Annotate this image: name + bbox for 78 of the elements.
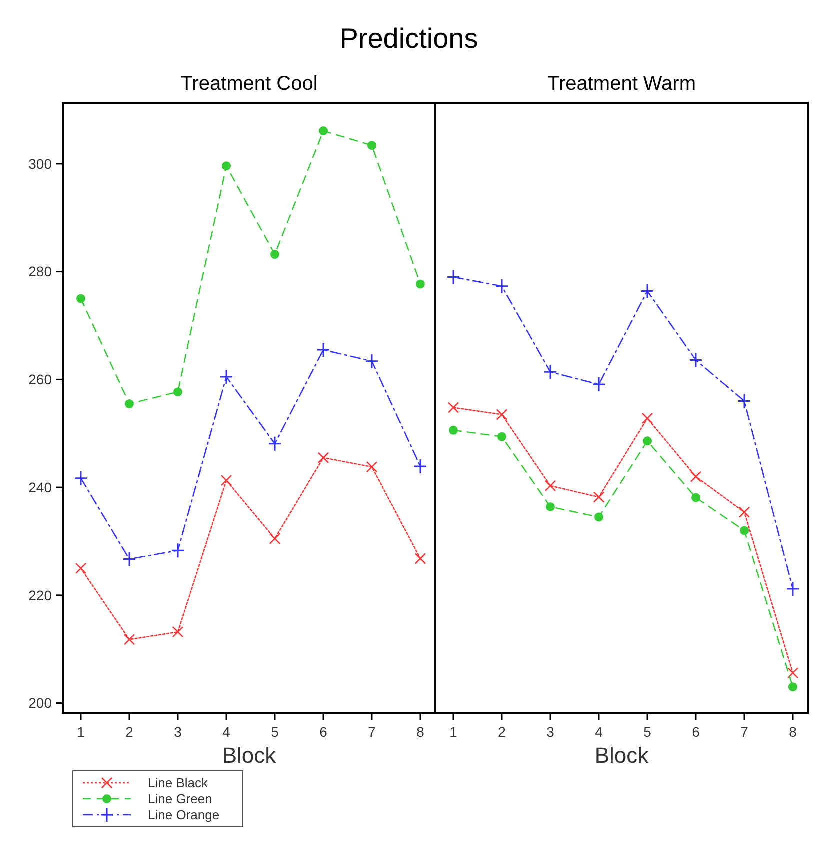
x-tick-label: 5 <box>271 724 280 740</box>
point <box>76 294 86 304</box>
point <box>643 436 652 446</box>
point <box>416 280 425 289</box>
point <box>75 562 87 574</box>
legend-label: Line Black <box>148 776 208 791</box>
point <box>174 388 182 397</box>
point <box>414 553 426 564</box>
point <box>449 426 458 435</box>
x-tick-label: 6 <box>320 724 328 740</box>
x-tick-label: 4 <box>222 724 231 740</box>
point <box>738 394 752 410</box>
point <box>786 581 800 597</box>
point <box>366 461 378 473</box>
point <box>738 506 750 518</box>
point <box>446 269 460 285</box>
point <box>640 283 654 299</box>
y-tick-label: 220 <box>28 587 52 604</box>
point <box>122 552 136 568</box>
x-tick-label: 1 <box>450 724 458 740</box>
point <box>642 412 654 424</box>
point <box>787 667 799 679</box>
point <box>124 634 136 646</box>
point <box>544 364 558 380</box>
point <box>268 436 282 452</box>
point <box>544 480 556 492</box>
legend-label: Line Green <box>148 792 212 807</box>
chart-subtitle: Treatment Warm <box>547 73 696 95</box>
point <box>365 354 379 370</box>
x-tick-label: 5 <box>644 724 652 740</box>
x-tick-label: 4 <box>595 724 604 740</box>
y-tick-label: 260 <box>28 372 52 388</box>
legend-label: Line Orange <box>148 808 220 823</box>
point <box>594 512 604 522</box>
point <box>592 376 606 392</box>
point <box>74 470 88 486</box>
point <box>448 402 460 414</box>
y-tick-label: 300 <box>28 156 52 172</box>
point <box>316 342 330 358</box>
x-tick-label: 6 <box>692 724 700 740</box>
point <box>125 399 134 408</box>
point <box>788 682 798 692</box>
point <box>368 141 376 150</box>
point <box>171 542 185 558</box>
x-tick-label: 7 <box>740 724 749 740</box>
point <box>593 492 605 503</box>
chart-subtitle: Treatment Cool <box>180 73 318 95</box>
point <box>496 409 508 420</box>
point <box>220 474 232 486</box>
x-tick-label: 3 <box>546 724 555 740</box>
point <box>270 250 280 260</box>
point <box>546 502 555 512</box>
point <box>222 162 231 171</box>
x-axis-title: Block <box>222 743 278 768</box>
point <box>318 452 330 464</box>
x-axis-title: Block <box>594 743 650 768</box>
point <box>740 526 749 536</box>
x-tick-label: 1 <box>77 724 86 740</box>
point <box>689 352 703 368</box>
point <box>220 369 234 385</box>
point <box>319 126 328 136</box>
x-tick-label: 8 <box>416 724 425 740</box>
y-tick-label: 240 <box>28 479 52 496</box>
x-tick-label: 2 <box>498 724 506 740</box>
point <box>172 626 184 638</box>
y-tick-label: 280 <box>28 264 52 280</box>
x-tick-label: 2 <box>126 724 134 740</box>
chart-title: Predictions <box>340 23 478 54</box>
point <box>495 278 509 294</box>
x-tick-label: 8 <box>789 724 798 740</box>
point <box>692 493 700 502</box>
point <box>269 533 281 544</box>
x-tick-label: 7 <box>368 724 376 740</box>
x-tick-label: 3 <box>174 724 182 740</box>
point <box>690 471 702 482</box>
y-tick-label: 200 <box>28 695 52 712</box>
point <box>498 432 506 442</box>
point <box>414 458 428 474</box>
